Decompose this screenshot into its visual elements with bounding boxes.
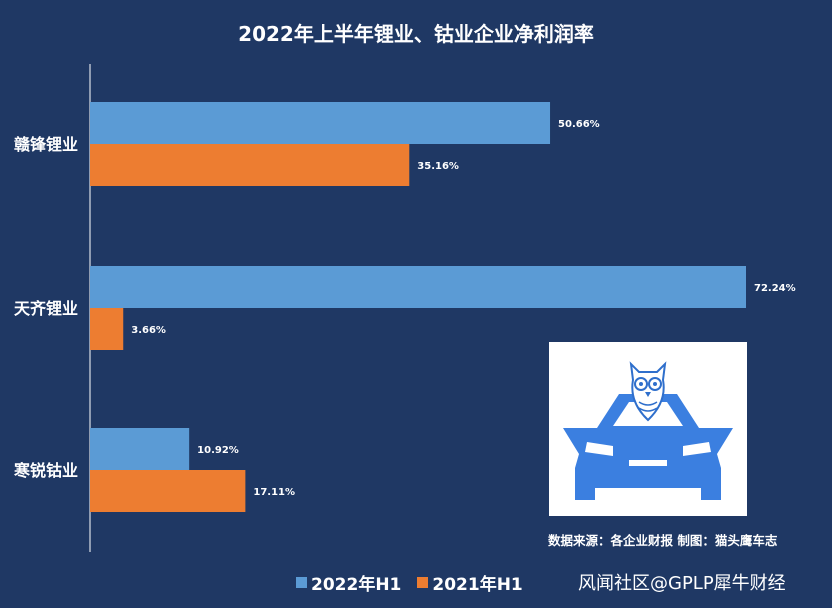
data-label-hanrui-2022h1: 10.92% (197, 445, 239, 456)
category-label-ganfeng: 赣锋锂业 (14, 135, 78, 154)
legend-item-2022h1: 2022年H1 (296, 570, 401, 595)
legend-swatch-2022h1 (296, 577, 307, 588)
legend-label-2021h1: 2021年H1 (432, 575, 523, 595)
category-label-hanrui: 寒锐钴业 (13, 461, 78, 480)
legend-swatch-2021h1 (417, 577, 429, 588)
owl-icon (629, 361, 667, 422)
category-label-tianqi: 天齐锂业 (14, 299, 78, 318)
bar-hanrui-2022h1 (90, 428, 190, 470)
owl-on-car-logo (549, 342, 747, 516)
bar-tianqi-2022h1 (90, 266, 746, 308)
car-icon (563, 394, 733, 500)
legend-label-2022h1: 2022年H1 (311, 575, 402, 595)
data-source-note: 数据来源：各企业财报 制图：猫头鹰车志 (548, 533, 778, 548)
bar-hanrui-2021h1 (90, 470, 246, 512)
data-label-tianqi-2022h1: 72.24% (754, 283, 796, 294)
data-label-tianqi-2021h1: 3.66% (131, 325, 166, 336)
chart-title: 2022年上半年锂业、钴业企业净利润率 (238, 22, 594, 46)
legend-item-2021h1: 2021年H1 (417, 570, 523, 595)
data-label-hanrui-2021h1: 17.11% (253, 487, 295, 498)
bar-ganfeng-2022h1 (90, 102, 551, 144)
data-label-ganfeng-2021h1: 35.16% (417, 161, 459, 172)
bar-ganfeng-2021h1 (90, 144, 410, 186)
data-label-ganfeng-2022h1: 50.66% (558, 119, 600, 130)
watermark-text: 风闻社区@GPLP犀牛财经 (578, 573, 786, 594)
chart-legend: 2022年H1 2021年H1 (296, 570, 523, 595)
bar-tianqi-2021h1 (90, 308, 124, 350)
